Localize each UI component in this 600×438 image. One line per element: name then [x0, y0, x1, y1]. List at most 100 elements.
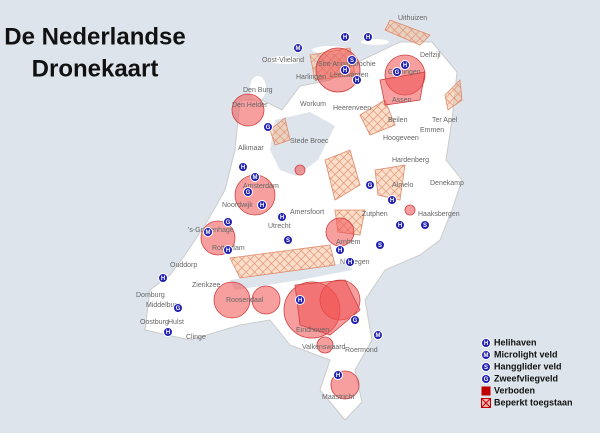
city-label: Hulst: [168, 319, 184, 326]
city-label: Valkenswaard: [302, 344, 346, 351]
city-label: Assen: [392, 97, 412, 104]
legend: H Helihaven M Microlight veld S Hangglider ve…: [481, 337, 573, 408]
airfield-marker: [340, 65, 350, 75]
airfield-marker: [173, 303, 183, 313]
city-label: Eindhoven: [296, 327, 329, 334]
airfield-marker: [257, 200, 267, 210]
legend-symbol-letter: H: [484, 341, 488, 347]
airfield-marker: [163, 327, 173, 337]
airfield-letter: H: [355, 78, 359, 84]
city-label: Denekamp: [430, 180, 464, 187]
airfield-marker: [375, 240, 385, 250]
city-label: Haaksbergen: [418, 211, 460, 218]
legend-symbol: [481, 338, 491, 348]
city-label: Hardenberg: [392, 157, 429, 164]
legend-label: Hangglider veld: [494, 361, 562, 371]
airfield-letter: H: [166, 330, 170, 336]
city-label: Emmen: [420, 127, 444, 134]
airfield-marker: [335, 245, 345, 255]
city-label: Middelburg: [146, 302, 181, 309]
airfield-letter: G: [395, 70, 400, 76]
city-label: Zierikzee: [192, 282, 221, 289]
city-label: Workum: [300, 101, 326, 108]
airfield-marker: [350, 315, 360, 325]
city-label: Oostburg: [140, 319, 169, 326]
city-label: Groningen: [388, 69, 421, 76]
airfield-marker: [293, 43, 303, 53]
city-label: Maastricht: [322, 394, 354, 401]
city-label: Noordwijk: [222, 202, 253, 209]
legend-label: Microlight veld: [494, 349, 558, 359]
airfield-letter: H: [280, 215, 284, 221]
legend-symbol: [481, 350, 491, 360]
city-label: Utrecht: [268, 223, 291, 230]
airfield-letter: G: [176, 306, 181, 312]
legend-label: Zweefvliegveld: [494, 373, 558, 383]
city-label: Roosendaal: [226, 297, 264, 304]
airfield-letter: S: [286, 238, 290, 244]
airfield-marker: [333, 370, 343, 380]
city-label: Heerenveen: [333, 105, 371, 112]
city-label: Roermond: [345, 347, 378, 354]
city-label: Clinge: [186, 334, 206, 341]
title-line: Dronekaart: [32, 55, 159, 82]
legend-symbol: [481, 362, 491, 372]
city-label: Arnhem: [336, 239, 361, 246]
city-label: Ter Apel: [432, 117, 458, 124]
legend-symbol: [481, 374, 491, 384]
city-label: Amersfoort: [290, 209, 324, 216]
airfield-marker: [295, 295, 305, 305]
airfield-marker: [263, 122, 273, 132]
airfield-letter: G: [226, 220, 231, 226]
airfield-letter: H: [161, 276, 165, 282]
airfield-letter: G: [266, 125, 271, 131]
airfield-marker: [373, 330, 383, 340]
airfield-letter: H: [403, 63, 407, 69]
city-label: Ouddorp: [170, 262, 197, 269]
city-label: Uithuizen: [398, 15, 427, 22]
airfield-letter: S: [423, 223, 427, 229]
legend-symbol-letter: S: [484, 365, 488, 371]
city-label: Leeuwarden: [330, 72, 369, 79]
city-label: Domburg: [136, 292, 165, 299]
airfield-marker: [158, 273, 168, 283]
airfield-marker: [420, 220, 430, 230]
title-line: De Nederlandse: [4, 23, 185, 50]
airfield-letter: H: [343, 35, 347, 41]
city-label: Delfzijl: [420, 52, 441, 59]
legend-symbol-letter: G: [484, 377, 489, 383]
airfield-marker: [203, 227, 213, 237]
airfield-letter: H: [226, 248, 230, 254]
airfield-letter: H: [398, 223, 402, 229]
airfield-letter: H: [298, 298, 302, 304]
airfield-letter: H: [366, 35, 370, 41]
airfield-marker: [365, 180, 375, 190]
airfield-marker: [250, 172, 260, 182]
airfield-letter: G: [246, 190, 251, 196]
airfield-marker: [352, 75, 362, 85]
city-label: Harlingen: [296, 74, 326, 81]
airfield-marker: [400, 60, 410, 70]
airfield-marker: [223, 245, 233, 255]
legend-swatch: [481, 386, 491, 396]
city-label: Den Burg: [243, 87, 273, 94]
legend-cross: [481, 398, 491, 408]
city-label: Beilen: [388, 117, 408, 124]
airfield-marker: [277, 212, 287, 222]
city-label: Amsterdam: [243, 183, 279, 190]
city-label: Alkmaar: [238, 145, 264, 152]
legend-label: Beperkt toegstaan: [494, 397, 573, 407]
airfield-marker: [363, 32, 373, 42]
city-label: Oost-Vlieland: [262, 57, 304, 64]
airfield-letter: M: [376, 333, 381, 339]
airfield-marker: [243, 187, 253, 197]
airfield-letter: H: [338, 248, 342, 254]
city-label: Zutphen: [362, 211, 388, 218]
airfield-marker: [345, 257, 355, 267]
airfield-marker: [340, 32, 350, 42]
airfield-marker: [223, 217, 233, 227]
airfield-letter: G: [353, 318, 358, 324]
city-label: Stede Broec: [290, 138, 329, 145]
